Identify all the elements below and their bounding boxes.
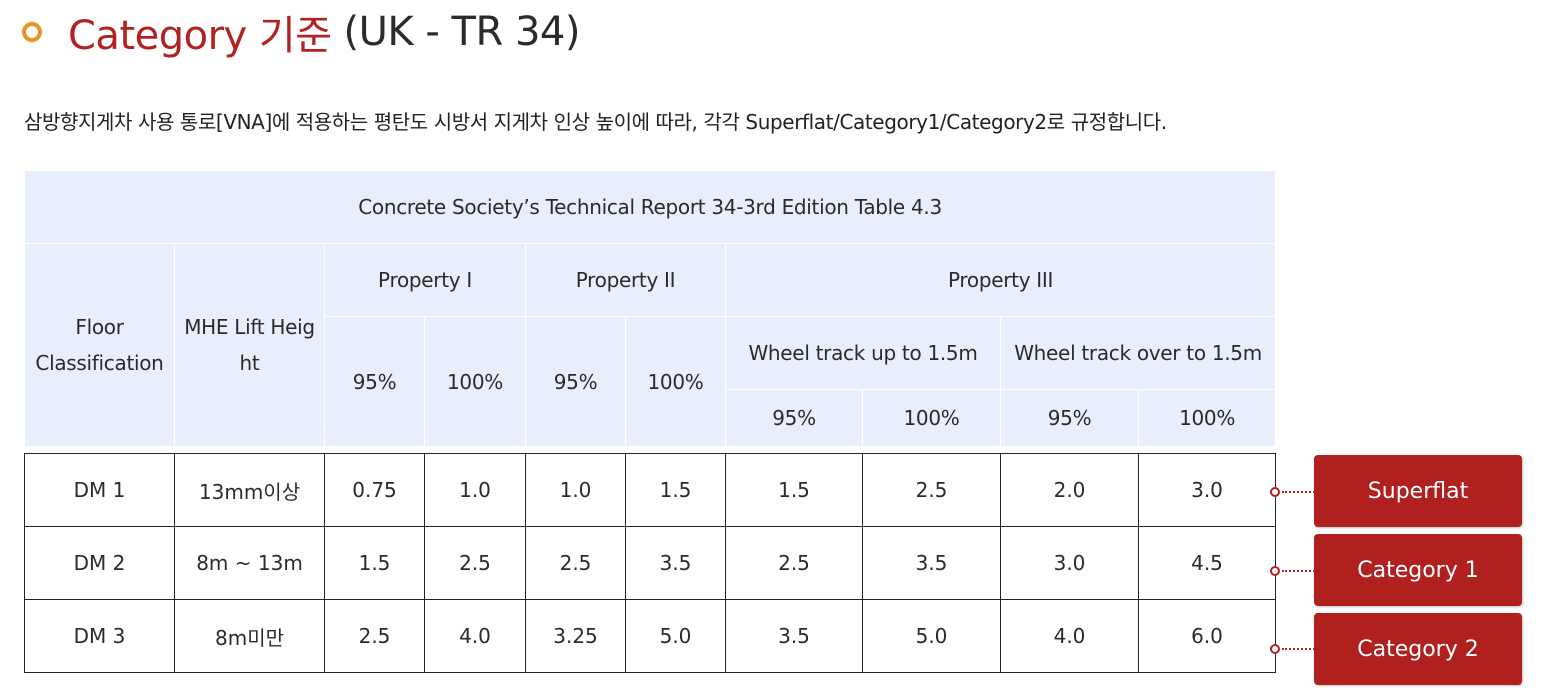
table-cell: 1.0 [525,453,626,527]
description: 삼방향지게차 사용 통로[VNA]에 적용하는 평탄도 시방서 지게차 인상 높… [24,110,1167,134]
table-cell: 13mm이상 [174,453,325,527]
table-cell: 4.0 [424,599,526,673]
table-cell: 1.5 [324,526,425,600]
header-floor-classification: Floor Classification [24,243,175,447]
title-main: Category 기준 [68,13,332,59]
table-cell: 4.5 [1138,526,1276,600]
table-cell: 8m미만 [174,599,325,673]
header-property-3: Property III [724,243,1277,317]
header-property-1: Property I [324,243,526,317]
table-cell: 2.5 [725,526,863,600]
table-cell: DM 2 [24,526,175,600]
table-cell: DM 3 [24,599,175,673]
dotted-line [1282,648,1318,650]
section-title: Category 기준 (UK - TR 34) [22,6,581,59]
header-wo-95: 95% [1000,389,1139,447]
badge-superflat: Superflat [1314,455,1522,527]
table-caption: Concrete Society’s Technical Report 34-3… [23,170,1277,244]
table-cell: 1.5 [625,453,726,527]
header-wu-95: 95% [725,389,863,447]
table-cell: 2.5 [525,526,626,600]
badge-category-1: Category 1 [1314,534,1522,606]
table-row: DM 2 8m ~ 13m 1.5 2.5 2.5 3.5 2.5 3.5 3.0 4.5 [24,526,1276,600]
title-sub: (UK - TR 34) [343,9,581,55]
table-cell: 8m ~ 13m [174,526,325,600]
dot-icon [1270,644,1280,654]
table-cell: 3.0 [1000,526,1139,600]
table-cell: 3.0 [1138,453,1276,527]
dotted-line [1282,491,1318,493]
table-cell: 2.5 [324,599,425,673]
table-cell: 6.0 [1138,599,1276,673]
header-mhe-lift-height: MHE Lift Height [174,243,325,447]
table-cell: 2.5 [424,526,526,600]
table-cell: 4.0 [1000,599,1139,673]
table-cell: 0.75 [324,453,425,527]
dotted-line [1282,570,1318,572]
table-cell: 2.5 [862,453,1001,527]
table-cell: 3.5 [725,599,863,673]
dot-icon [1270,566,1280,576]
header-wo-100: 100% [1137,389,1277,447]
header-p1-100: 100% [424,316,526,447]
header-p2-95: 95% [525,316,626,447]
table-cell: 5.0 [862,599,1001,673]
table-row: DM 1 13mm이상 0.75 1.0 1.0 1.5 1.5 2.5 2.0 3.0 [24,453,1276,527]
badge-category-2: Category 2 [1314,613,1522,685]
table-cell: 3.5 [625,526,726,600]
table-cell: 1.5 [725,453,863,527]
header-p1-95: 95% [324,316,425,447]
header-property-2: Property II [525,243,726,317]
dot-icon [1270,487,1280,497]
table-cell: 5.0 [625,599,726,673]
table-cell: DM 1 [24,453,175,527]
table-header: Concrete Society’s Technical Report 34-3… [23,170,1277,447]
table-cell: 2.0 [1000,453,1139,527]
table-cell: 3.5 [862,526,1001,600]
header-p2-100: 100% [625,316,726,447]
table-cell: 3.25 [525,599,626,673]
header-wheel-over: Wheel track over to 1.5m [999,316,1277,390]
circle-bullet-icon [22,22,42,42]
table-cell: 1.0 [424,453,526,527]
header-wu-100: 100% [862,389,1001,447]
table-row: DM 3 8m미만 2.5 4.0 3.25 5.0 3.5 5.0 4.0 6.0 [24,599,1276,673]
header-wheel-up: Wheel track up to 1.5m [725,316,1001,390]
